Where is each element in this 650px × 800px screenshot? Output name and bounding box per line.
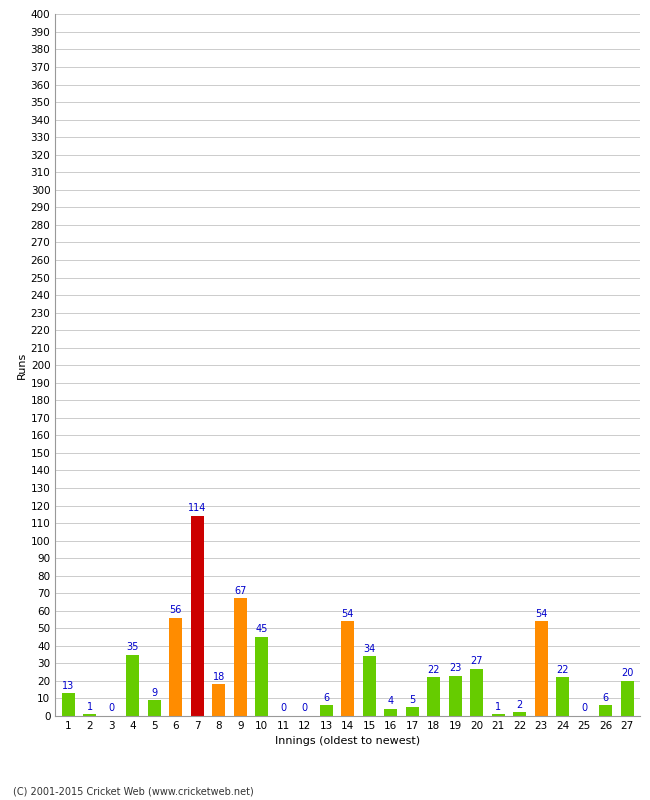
Text: 0: 0 xyxy=(581,703,588,714)
Bar xyxy=(556,678,569,716)
Text: 23: 23 xyxy=(449,663,462,673)
Text: 27: 27 xyxy=(471,656,483,666)
Text: 2: 2 xyxy=(517,700,523,710)
Bar xyxy=(449,676,462,716)
Text: 0: 0 xyxy=(108,703,114,714)
Bar xyxy=(213,685,225,716)
Bar xyxy=(492,714,505,716)
Bar xyxy=(599,706,612,716)
Text: 45: 45 xyxy=(255,625,268,634)
Bar xyxy=(169,618,182,716)
Text: 5: 5 xyxy=(409,694,415,705)
Y-axis label: Runs: Runs xyxy=(16,351,27,379)
Bar xyxy=(427,678,440,716)
Bar xyxy=(190,516,203,716)
Text: 0: 0 xyxy=(302,703,308,714)
Text: 22: 22 xyxy=(428,665,440,674)
Bar xyxy=(255,637,268,716)
Text: 67: 67 xyxy=(234,586,246,596)
Text: 18: 18 xyxy=(213,672,225,682)
Text: 34: 34 xyxy=(363,644,376,654)
Text: 9: 9 xyxy=(151,687,157,698)
Text: 1: 1 xyxy=(86,702,93,712)
Bar xyxy=(320,706,333,716)
X-axis label: Innings (oldest to newest): Innings (oldest to newest) xyxy=(275,737,421,746)
Text: 6: 6 xyxy=(603,693,609,703)
Text: 54: 54 xyxy=(535,609,547,618)
Bar xyxy=(62,693,75,716)
Bar xyxy=(234,598,246,716)
Text: (C) 2001-2015 Cricket Web (www.cricketweb.net): (C) 2001-2015 Cricket Web (www.cricketwe… xyxy=(13,786,254,796)
Text: 114: 114 xyxy=(188,503,207,514)
Bar xyxy=(341,622,354,716)
Bar xyxy=(83,714,96,716)
Bar xyxy=(148,700,161,716)
Bar xyxy=(384,709,397,716)
Text: 4: 4 xyxy=(387,696,394,706)
Bar xyxy=(471,669,483,716)
Bar xyxy=(514,713,526,716)
Text: 1: 1 xyxy=(495,702,501,712)
Text: 6: 6 xyxy=(323,693,330,703)
Text: 54: 54 xyxy=(341,609,354,618)
Text: 20: 20 xyxy=(621,668,634,678)
Text: 22: 22 xyxy=(556,665,569,674)
Text: 35: 35 xyxy=(127,642,139,652)
Text: 56: 56 xyxy=(170,605,182,615)
Bar xyxy=(621,681,634,716)
Text: 13: 13 xyxy=(62,681,74,690)
Bar xyxy=(406,707,419,716)
Bar xyxy=(535,622,548,716)
Text: 0: 0 xyxy=(280,703,286,714)
Bar xyxy=(126,654,139,716)
Bar xyxy=(363,656,376,716)
